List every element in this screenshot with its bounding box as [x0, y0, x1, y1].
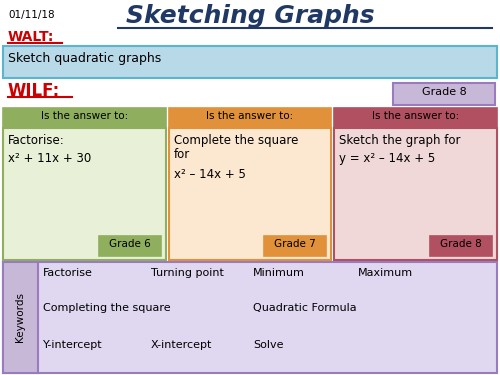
Text: Grade 8: Grade 8: [422, 87, 467, 97]
Text: Factorise:: Factorise:: [8, 134, 65, 147]
Text: Quadratic Formula: Quadratic Formula: [253, 303, 356, 313]
FancyBboxPatch shape: [334, 128, 497, 260]
Text: WALT:: WALT:: [8, 30, 54, 44]
Text: x² – 14x + 5: x² – 14x + 5: [174, 168, 246, 181]
Text: x² + 11x + 30: x² + 11x + 30: [8, 152, 91, 165]
FancyBboxPatch shape: [98, 236, 160, 256]
FancyBboxPatch shape: [3, 262, 497, 373]
FancyBboxPatch shape: [334, 108, 497, 128]
Text: Is the answer to:: Is the answer to:: [40, 111, 128, 121]
Text: Completing the square: Completing the square: [43, 303, 170, 313]
Text: Is the answer to:: Is the answer to:: [372, 111, 460, 121]
FancyBboxPatch shape: [3, 108, 166, 128]
Text: Keywords: Keywords: [16, 292, 26, 342]
FancyBboxPatch shape: [3, 128, 166, 260]
FancyBboxPatch shape: [168, 128, 332, 260]
Text: Solve: Solve: [253, 340, 284, 350]
Text: Sketching Graphs: Sketching Graphs: [126, 4, 374, 28]
Text: 01/11/18: 01/11/18: [8, 10, 54, 20]
FancyBboxPatch shape: [393, 83, 495, 105]
Text: Y-intercept: Y-intercept: [43, 340, 102, 350]
Text: y = x² – 14x + 5: y = x² – 14x + 5: [340, 152, 436, 165]
Text: X-intercept: X-intercept: [151, 340, 212, 350]
FancyBboxPatch shape: [3, 46, 497, 78]
Text: Grade 7: Grade 7: [274, 239, 316, 249]
Text: Sketch the graph for: Sketch the graph for: [340, 134, 461, 147]
Text: Maximum: Maximum: [358, 268, 413, 278]
Text: Sketch quadratic graphs: Sketch quadratic graphs: [8, 52, 161, 65]
Text: Minimum: Minimum: [253, 268, 305, 278]
Text: Complete the square: Complete the square: [174, 134, 298, 147]
Text: Grade 8: Grade 8: [440, 239, 482, 249]
FancyBboxPatch shape: [264, 236, 326, 256]
Text: Factorise: Factorise: [43, 268, 93, 278]
FancyBboxPatch shape: [3, 262, 38, 373]
Text: Is the answer to:: Is the answer to:: [206, 111, 294, 121]
Text: Turning point: Turning point: [151, 268, 224, 278]
Text: Grade 6: Grade 6: [109, 239, 150, 249]
Text: WILF:: WILF:: [8, 82, 60, 100]
Text: for: for: [174, 148, 190, 161]
FancyBboxPatch shape: [168, 108, 332, 128]
FancyBboxPatch shape: [430, 236, 492, 256]
